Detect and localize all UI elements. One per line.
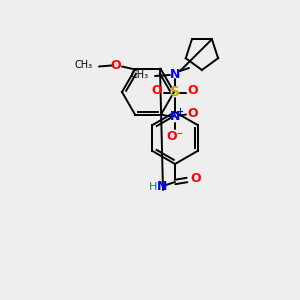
Text: O: O — [152, 85, 162, 98]
Text: CH₃: CH₃ — [75, 61, 93, 70]
Text: S: S — [170, 85, 180, 99]
Text: O⁻: O⁻ — [167, 130, 184, 143]
Text: O: O — [191, 172, 201, 185]
Text: O: O — [111, 59, 121, 72]
Text: H: H — [148, 182, 157, 192]
Text: +: + — [176, 107, 184, 116]
Text: O: O — [188, 107, 198, 120]
Text: N: N — [170, 110, 180, 123]
Text: N: N — [170, 68, 180, 80]
Text: O: O — [188, 85, 198, 98]
Text: CH₃: CH₃ — [131, 70, 149, 80]
Text: N: N — [157, 181, 167, 194]
